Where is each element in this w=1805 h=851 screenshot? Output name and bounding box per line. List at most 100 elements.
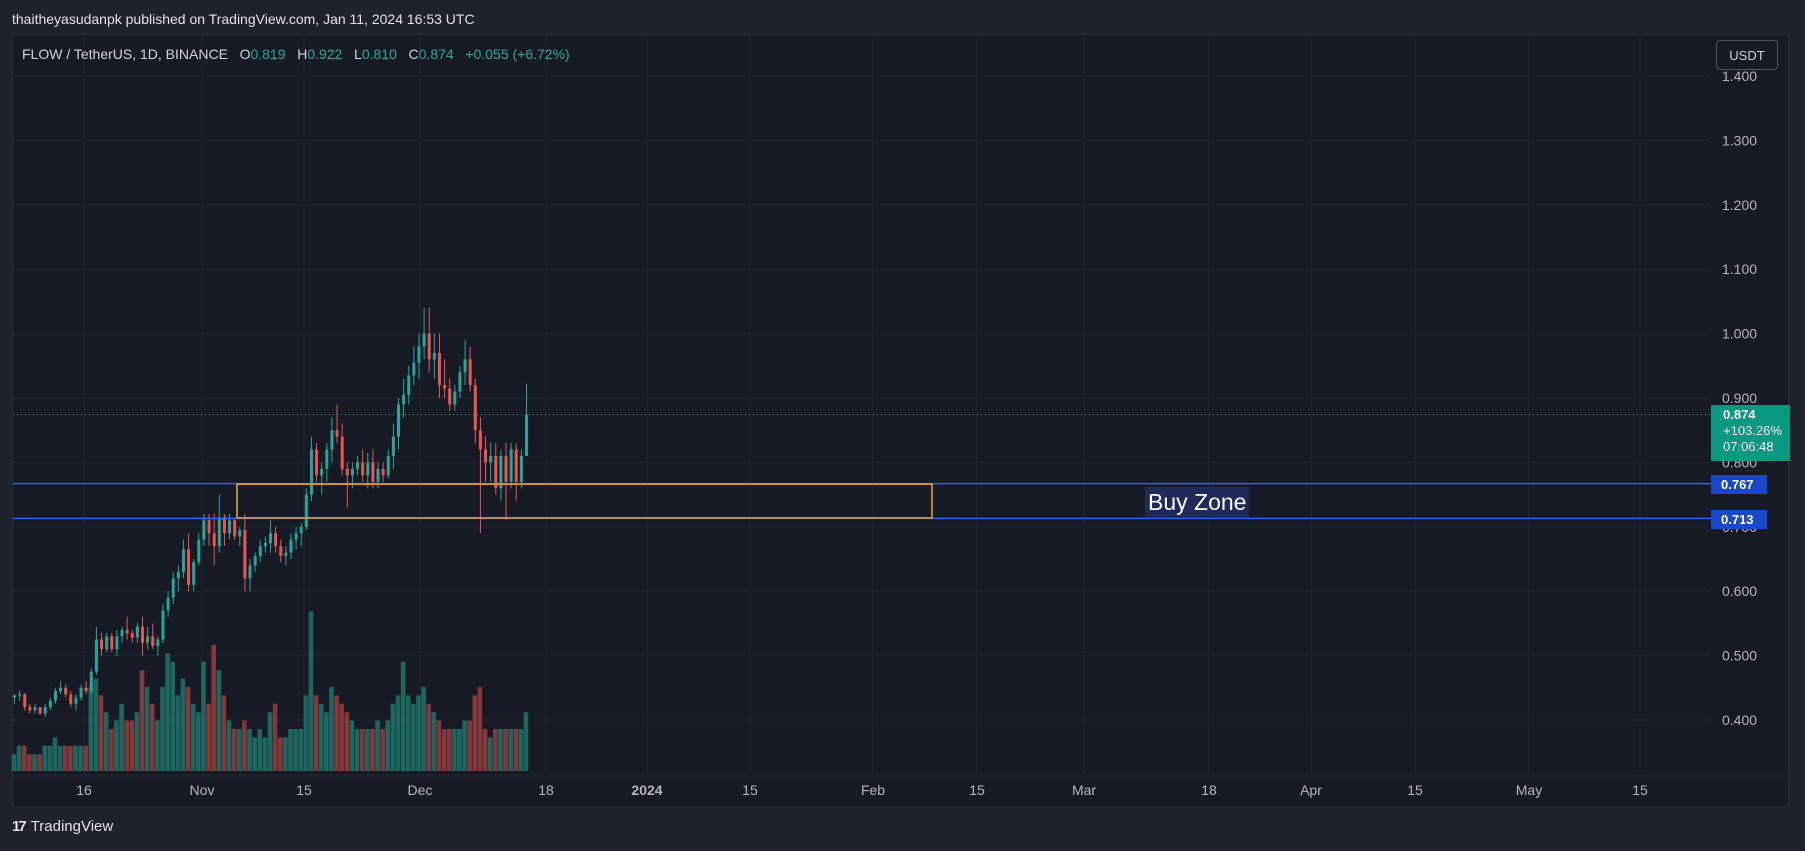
candle-body <box>18 694 22 696</box>
candle-body <box>74 697 78 704</box>
x-tick-label: 2024 <box>631 782 662 798</box>
candle-body <box>315 449 319 476</box>
x-tick-label: 15 <box>742 782 758 798</box>
volume-bar <box>129 720 135 771</box>
volume-bar <box>467 720 472 771</box>
volume-bar <box>324 712 329 771</box>
candle-body <box>484 449 488 463</box>
volume-bar <box>47 745 53 771</box>
candle-body <box>427 333 431 360</box>
volume-bar <box>508 729 513 771</box>
candle-body <box>463 359 467 373</box>
volume-bar <box>119 703 124 771</box>
volume-bar <box>452 729 457 771</box>
candle-body <box>100 639 104 650</box>
currency-button[interactable]: USDT <box>1716 40 1778 70</box>
volume-bar <box>272 703 278 771</box>
volume-bar <box>431 712 437 771</box>
candle-body <box>197 539 201 563</box>
candle-body <box>187 549 191 585</box>
low-value: 0.810 <box>361 46 397 62</box>
candle-body <box>284 552 288 556</box>
volume-bar <box>62 745 68 771</box>
candle-body <box>330 430 334 450</box>
y-tick-label: 1.100 <box>1722 261 1757 277</box>
volume-bar <box>262 737 268 771</box>
bar-countdown: 07:06:48 <box>1723 439 1774 454</box>
candle-body <box>320 468 324 476</box>
volume-bar <box>252 737 257 771</box>
volume-bar <box>523 712 529 771</box>
candle-body <box>412 362 416 376</box>
volume-bar <box>513 729 519 771</box>
candle-body <box>391 436 395 456</box>
symbol-legend[interactable]: FLOW / TetherUS, 1D, BINANCE O0.819 H0.9… <box>22 46 570 62</box>
high-label: H <box>297 46 308 62</box>
grid-lines <box>13 35 1710 775</box>
volume-bar <box>134 712 140 771</box>
candle-body <box>207 520 211 534</box>
volume-bar <box>498 729 503 771</box>
volume-bar <box>318 703 324 771</box>
candle-body <box>217 517 221 547</box>
volume-bar <box>477 687 483 771</box>
candle-body <box>437 352 441 386</box>
volume-bar <box>170 661 176 771</box>
x-tick-label: 15 <box>1632 782 1648 798</box>
volume-bar <box>370 729 375 771</box>
volume-bar <box>221 695 227 771</box>
candle-body <box>48 700 52 708</box>
candle-body <box>59 687 63 692</box>
open-label: O <box>239 46 251 62</box>
buy-zone-rectangle <box>236 483 933 519</box>
candle-body <box>309 449 313 495</box>
candle-body <box>376 468 380 482</box>
candle-body <box>453 391 457 405</box>
candle-body <box>38 707 42 714</box>
candle-body <box>509 449 513 482</box>
volume-bar <box>334 695 339 771</box>
candle-body <box>238 530 242 537</box>
volume-bar <box>73 745 78 771</box>
candle-body <box>478 430 482 450</box>
y-tick-label: 0.400 <box>1722 712 1757 728</box>
candle-body <box>105 636 109 650</box>
volume-bar <box>503 729 508 771</box>
volume-bar <box>11 754 17 771</box>
volume-bar <box>421 687 426 771</box>
last-price-change: +103.26% <box>1723 423 1782 438</box>
symbol-title[interactable]: FLOW / TetherUS, 1D, BINANCE <box>22 46 228 62</box>
candle-body <box>473 385 477 431</box>
brand-name[interactable]: TradingView <box>30 818 114 835</box>
volume-bar <box>329 687 334 771</box>
candle-body <box>402 394 406 405</box>
volume-bar <box>180 678 186 771</box>
candle-body <box>274 533 278 547</box>
volume-bar <box>98 695 104 771</box>
volume-bar <box>405 695 411 771</box>
volume-bar <box>487 737 493 771</box>
candle-body <box>64 687 68 695</box>
volume-bar <box>144 687 150 771</box>
volume-bar <box>293 729 298 771</box>
candle-body <box>176 571 180 579</box>
candle-body <box>499 455 503 489</box>
time-axis: 16 Nov 15 Dec 18 2024 15 Feb 15 Mar 18 Apr 15 May 15 <box>13 775 1789 798</box>
candle-body <box>151 636 155 646</box>
volume-bar <box>21 745 27 771</box>
volume-bar <box>416 695 421 771</box>
candle-body <box>514 449 518 482</box>
close-label: C <box>408 46 419 62</box>
volume-bar <box>27 754 32 771</box>
footer: 17 TradingView <box>12 818 113 835</box>
open-value: 0.819 <box>250 46 286 62</box>
volume-bar <box>426 703 432 771</box>
candle-body <box>504 455 508 482</box>
tradingview-logo-icon[interactable]: 17 <box>12 818 27 835</box>
volume-bar <box>52 737 58 771</box>
publish-info: thaitheyasudanpk published on TradingVie… <box>12 11 475 27</box>
candle-body <box>28 707 32 711</box>
candle-body <box>115 636 119 650</box>
volume-bar <box>349 720 355 771</box>
